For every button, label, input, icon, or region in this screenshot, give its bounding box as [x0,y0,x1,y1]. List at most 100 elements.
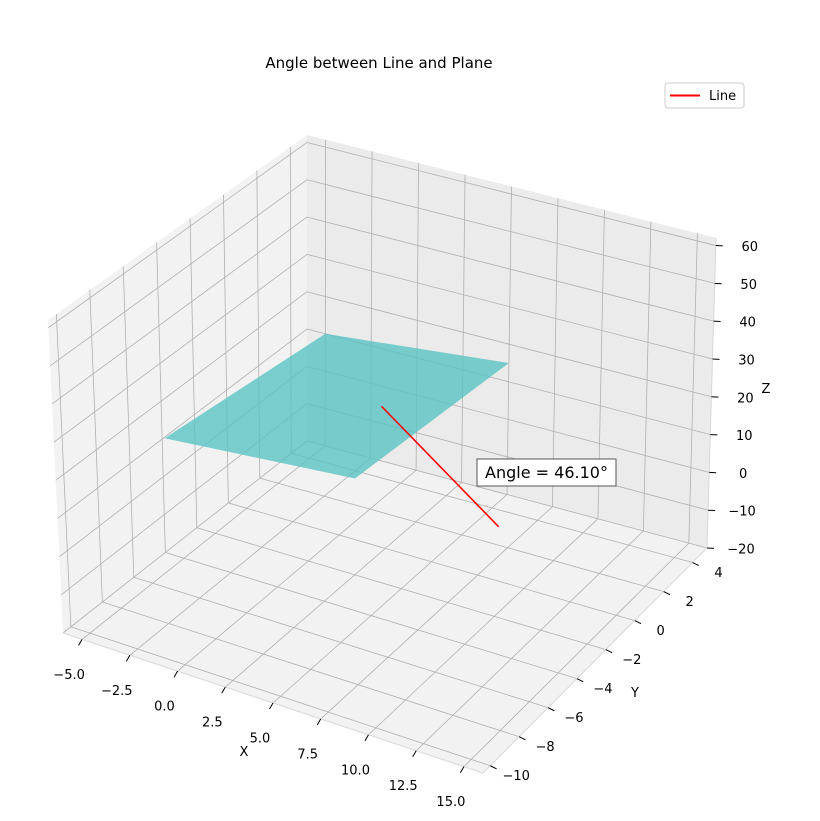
z-gridline [306,291,712,398]
x-tick [364,734,369,742]
y-gridline [196,527,606,650]
x-gridline [461,174,466,483]
y-gridline [228,502,635,621]
z-gridline [49,179,308,367]
y-gridline [156,242,166,553]
x-gridline [81,445,326,640]
y-tick-label: −6 [564,711,583,726]
x-gridline [415,530,644,752]
x-tick-label: −5.0 [53,668,85,683]
x-tick-label: 7.5 [297,747,318,762]
x-gridline [225,482,462,688]
z-tick-label: 10 [736,429,753,444]
z-gridline [306,142,716,246]
x-tick-label: −2.5 [101,684,133,699]
z-tick-label: 0 [739,467,747,482]
x-gridline [506,186,512,495]
x-tick-label: 2.5 [202,716,223,731]
z-gridline [62,440,308,634]
y-gridline [165,552,578,680]
x-tick-label: 10.0 [341,763,370,778]
plane-surface [164,333,509,479]
z-gridline [57,328,308,519]
y-tick-label: 2 [685,595,693,610]
legend: Line [664,82,745,109]
y-tick [576,678,584,683]
z-tick-label: 30 [738,354,755,369]
y-tick-label: 0 [657,624,665,639]
x-tick [78,639,83,646]
axis-ticks: −5.0−2.50.02.55.07.510.012.515.0−10−8−6−… [53,240,758,810]
x-tick [125,655,131,662]
z-tick-label: 50 [740,278,757,293]
x-gridline [463,542,690,767]
z-tick-label: 20 [737,391,754,406]
plot-area [164,333,509,528]
x-tick [269,702,274,710]
x-gridline [177,469,417,672]
z-gridline [306,216,714,322]
z-gridline [48,142,308,328]
x-tick-label: 5.0 [250,732,271,747]
z-axis-label: Z [762,382,771,397]
y-gridline [189,218,198,528]
back-pane [307,135,716,548]
z-gridline [53,254,308,443]
x-axis-label: X [240,745,249,760]
z-tick-label: 40 [739,316,756,331]
y-gridline [102,601,520,738]
floor-pane [63,441,707,773]
annotation-text: Angle = 46.10° [485,463,608,482]
y-gridline [133,576,549,709]
x-tick [459,766,465,773]
y-gridline [259,477,664,592]
legend-entry-line: Line [709,89,736,104]
z-gridline [306,254,713,360]
y-tick [634,620,642,625]
x-gridline [129,457,371,656]
x-gridline [272,494,508,704]
x-tick [221,686,226,694]
x-tick-label: 15.0 [436,795,465,810]
z-tick-label: 60 [742,240,759,255]
x-tick-label: 0.0 [154,700,175,715]
x-gridline [368,518,599,736]
x-tick [316,718,322,726]
axes-panes [48,135,716,773]
y-axis-label: Y [630,686,639,701]
x-tick [173,670,178,678]
legend-frame [664,82,745,109]
y-gridline [70,626,491,767]
chart-title: Angle between Line and Plane [265,54,492,72]
y-tick [547,707,555,712]
z-gridline [55,291,308,481]
annotation-box [476,458,617,487]
y-gridline [55,314,72,627]
x-gridline [552,198,559,507]
y-tick [518,736,526,741]
z-axis-line [706,237,717,549]
left-pane [48,135,307,633]
y-tick [605,649,613,654]
x-tick-label: 12.5 [389,779,418,794]
x-tick [412,750,417,758]
y-gridline [122,266,135,578]
y-tick-label: −10 [502,769,529,784]
angle-annotation: Angle = 46.10° [476,458,617,487]
z-gridline [51,216,308,405]
y-gridline [89,290,103,603]
y-tick [663,591,671,596]
x-gridline [320,506,553,720]
z-gridline [306,179,715,284]
y-tick [692,562,700,567]
x-gridline [688,233,698,544]
x-gridline [642,221,652,531]
y-tick-label: 4 [714,566,722,581]
y-tick [490,765,497,770]
z-tick-label: −10 [728,505,755,520]
z-tick-label: −20 [727,543,754,558]
y-axis-line [482,547,708,774]
y-tick-label: −4 [593,682,612,697]
y-tick-label: −2 [622,653,641,668]
